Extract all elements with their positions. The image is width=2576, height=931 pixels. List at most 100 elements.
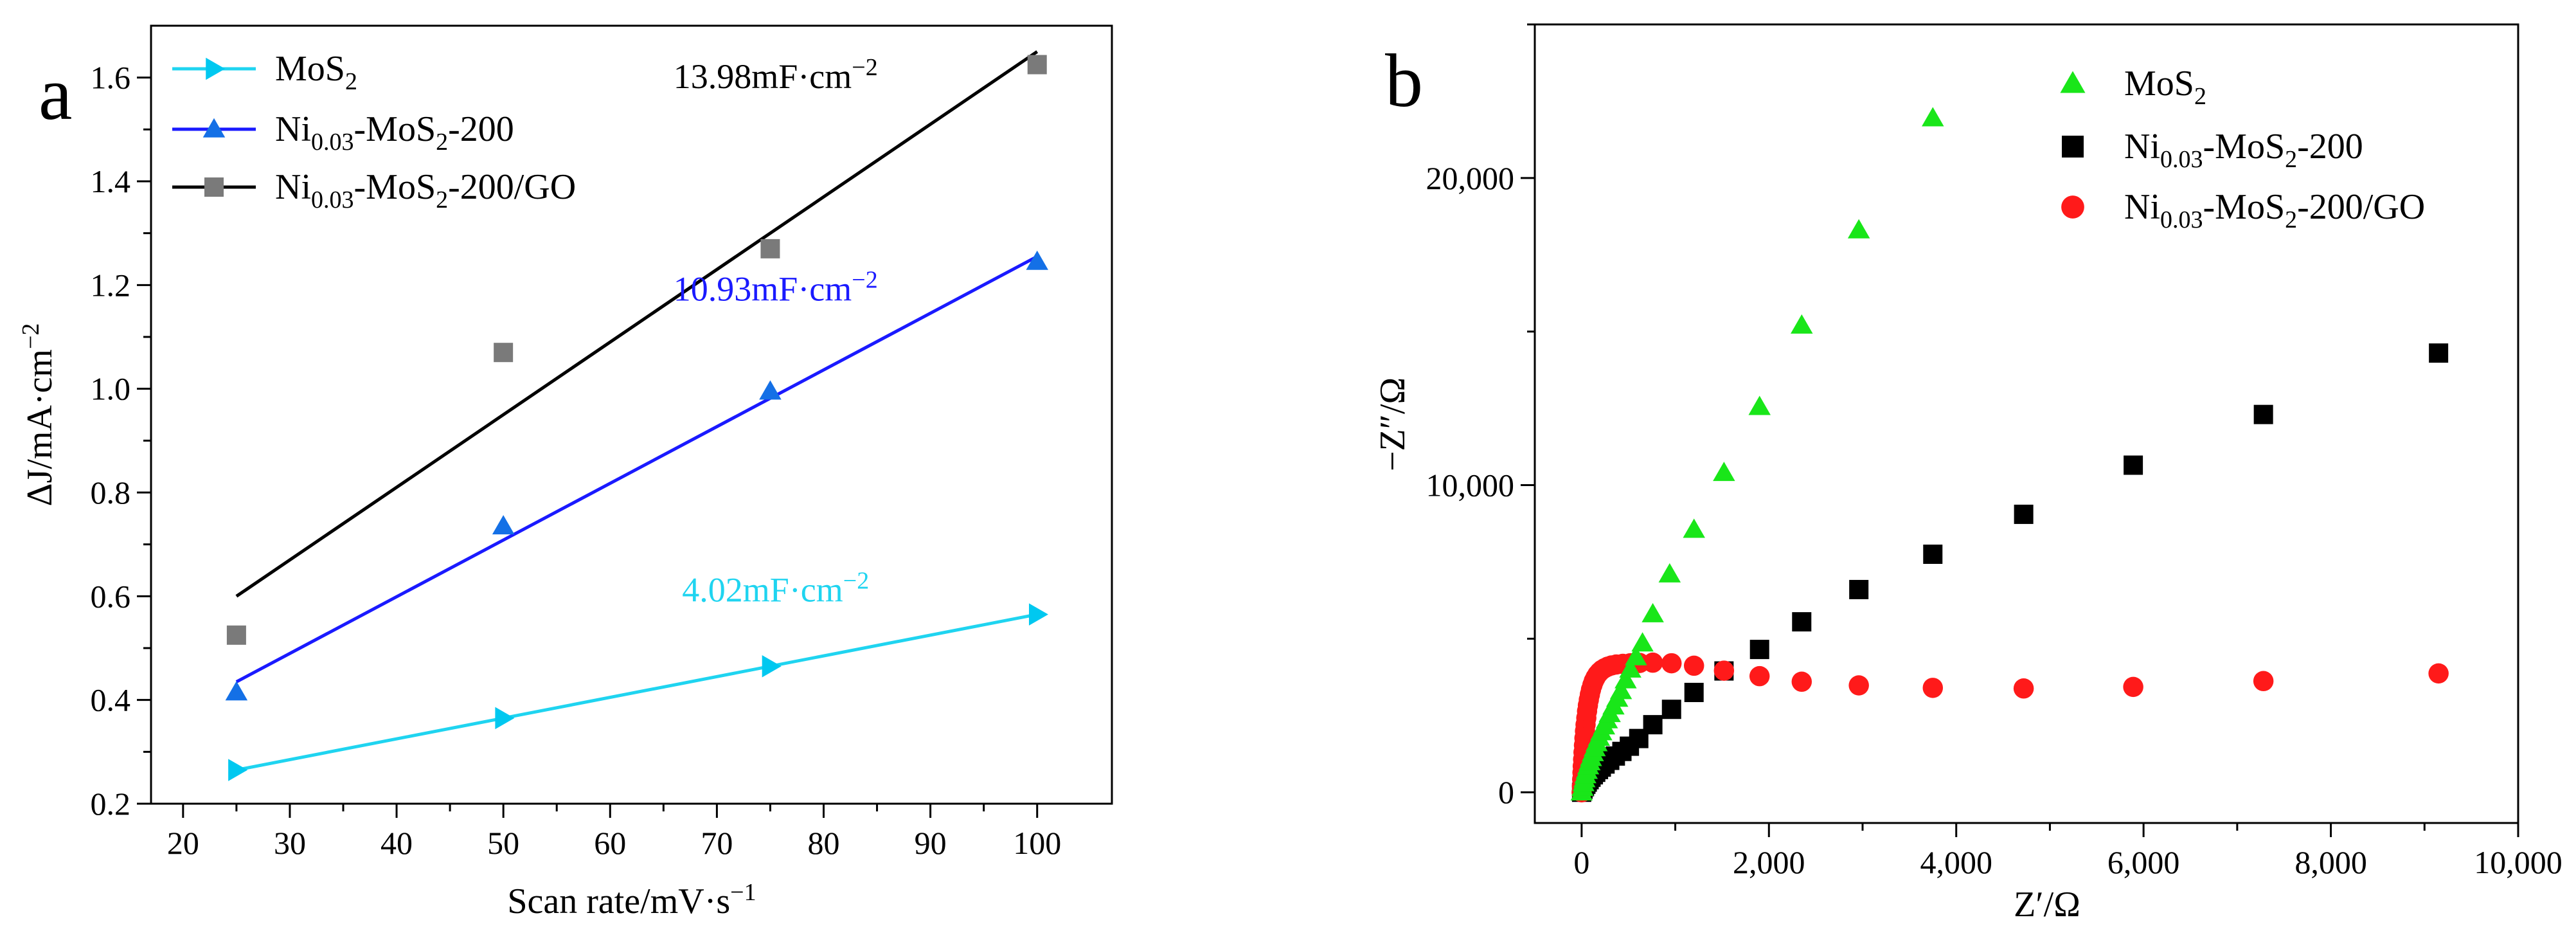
data-point bbox=[1614, 669, 1637, 689]
slope-annotation: 4.02mF·cm−2 bbox=[682, 567, 869, 609]
x-tick-label: 100 bbox=[1013, 825, 1061, 861]
x-tick-label: 80 bbox=[808, 825, 840, 861]
y-tick-label: 10,000 bbox=[1426, 467, 1515, 503]
panel-b-data-points bbox=[1570, 107, 2449, 802]
data-point bbox=[1028, 603, 1048, 626]
data-point bbox=[1661, 653, 1682, 674]
data-point bbox=[1683, 655, 1704, 676]
y-tick-label: 1.0 bbox=[91, 371, 131, 407]
x-tick-label: 30 bbox=[274, 825, 306, 861]
panel-b-x-axis-label: Z′/Ω bbox=[2014, 885, 2080, 925]
data-point bbox=[1643, 715, 1663, 735]
x-tick-label: 10,000 bbox=[2474, 844, 2563, 880]
data-point bbox=[2253, 404, 2273, 424]
data-point bbox=[1027, 55, 1047, 75]
data-point bbox=[228, 759, 248, 781]
panel-a-annotations: 4.02mF·cm−2 10.93mF·cm−2 13.98mF·cm−2 bbox=[674, 54, 878, 610]
data-point bbox=[492, 515, 515, 535]
data-point bbox=[1625, 646, 1647, 665]
data-point bbox=[1847, 219, 1870, 239]
legend-label: Ni0.03-MoS2-200/GO bbox=[275, 167, 576, 213]
data-point bbox=[1026, 250, 1048, 270]
data-point bbox=[2253, 671, 2274, 692]
x-tick-label: 0 bbox=[1573, 844, 1589, 880]
panel-a-axis-ticks: 20 30 40 50 60 70 80 90 100 0.2 0.4 0.6 0.8 1.0 1.2 1.4… bbox=[91, 60, 1062, 861]
data-point bbox=[1642, 652, 1663, 673]
data-point bbox=[1922, 107, 1944, 127]
panel-b-legend: MoS2 Ni0.03-MoS2-200 Ni0.03-MoS2-200/GO bbox=[2060, 64, 2425, 233]
data-point bbox=[1749, 640, 1769, 660]
y-tick-label: 0.4 bbox=[91, 682, 131, 718]
data-point bbox=[226, 625, 246, 645]
data-point bbox=[1749, 665, 1770, 687]
data-point bbox=[2428, 663, 2449, 684]
data-point bbox=[760, 239, 780, 258]
y-tick-label: 0.2 bbox=[91, 786, 131, 822]
data-point bbox=[762, 655, 782, 678]
fit-line-2 bbox=[235, 50, 1039, 598]
data-point bbox=[1713, 462, 1735, 482]
y-tick-label: 20,000 bbox=[1426, 160, 1515, 196]
legend-marker bbox=[2060, 71, 2086, 93]
panel-b-axis-ticks: 0 2,000 4,000 6,000 8,000 10,000 0 10,000 20,000 bbox=[1426, 23, 2563, 880]
data-point bbox=[1923, 545, 1943, 565]
legend-label: Ni0.03-MoS2-200/GO bbox=[2124, 187, 2425, 233]
fit-line-0 bbox=[236, 613, 1038, 772]
x-tick-label: 4,000 bbox=[1920, 844, 1992, 880]
y-tick-label: 0.6 bbox=[91, 578, 131, 614]
x-tick-label: 90 bbox=[915, 825, 947, 861]
x-tick-label: 8,000 bbox=[2294, 844, 2367, 880]
legend-label: MoS2 bbox=[2124, 64, 2206, 110]
panel-a-legend: MoS2 Ni0.03-MoS2-200 Ni0.03-MoS2-200/GO bbox=[172, 49, 576, 213]
fit-line-1 bbox=[235, 255, 1038, 683]
x-tick-label: 70 bbox=[701, 825, 733, 861]
y-tick-label: 1.2 bbox=[91, 267, 131, 303]
data-point bbox=[1713, 660, 1735, 681]
legend-marker bbox=[206, 57, 226, 80]
data-point bbox=[1849, 579, 1869, 599]
panel-b-label: b bbox=[1385, 39, 1423, 123]
legend-label: MoS2 bbox=[275, 49, 357, 95]
panel-a: a 20 30 40 50 60 70 80 90 100 0.2 0.4 0.6 0.8 1.0 1.2 1… bbox=[17, 24, 1113, 921]
data-point bbox=[1641, 602, 1664, 622]
legend-label: Ni0.03-MoS2-200 bbox=[2124, 127, 2363, 173]
data-point bbox=[1922, 678, 1944, 698]
panel-a-x-axis-label: Scan rate/mV·s−1 bbox=[507, 879, 756, 921]
data-point bbox=[2429, 343, 2449, 363]
y-tick-label: 0 bbox=[1498, 774, 1514, 810]
panel-a-fit-lines bbox=[235, 50, 1039, 772]
legend-marker bbox=[202, 118, 226, 138]
data-point bbox=[225, 681, 248, 701]
x-tick-label: 2,000 bbox=[1733, 844, 1805, 880]
slope-annotation: 13.98mF·cm−2 bbox=[674, 54, 878, 96]
data-point bbox=[1684, 682, 1704, 702]
panel-b-y-axis-label: −Z″/Ω bbox=[1373, 377, 1413, 471]
data-point bbox=[2123, 676, 2143, 698]
data-point bbox=[494, 343, 514, 363]
panel-a-label: a bbox=[39, 51, 72, 136]
data-point bbox=[1619, 658, 1641, 678]
y-tick-label: 0.8 bbox=[91, 475, 131, 511]
x-tick-label: 40 bbox=[380, 825, 413, 861]
data-point bbox=[1791, 671, 1812, 692]
data-point bbox=[1792, 612, 1812, 632]
data-point bbox=[2014, 504, 2034, 524]
panel-a-plot-frame bbox=[150, 24, 1113, 805]
data-point bbox=[1683, 518, 1705, 538]
x-tick-label: 6,000 bbox=[2107, 844, 2180, 880]
x-tick-label: 60 bbox=[594, 825, 626, 861]
legend-marker bbox=[2062, 136, 2084, 158]
slope-annotation: 10.93mF·cm−2 bbox=[674, 267, 878, 309]
data-point bbox=[1658, 563, 1681, 583]
x-tick-label: 50 bbox=[487, 825, 519, 861]
data-point bbox=[2013, 678, 2034, 699]
data-point bbox=[1661, 700, 1681, 719]
legend-marker bbox=[2061, 195, 2084, 219]
data-point bbox=[1791, 314, 1813, 334]
data-point bbox=[1748, 395, 1771, 415]
data-point bbox=[1631, 632, 1654, 652]
panel-a-y-axis-label: ΔJ/mA·cm−2 bbox=[17, 323, 60, 507]
legend-marker bbox=[204, 177, 224, 197]
data-point bbox=[1609, 680, 1632, 700]
